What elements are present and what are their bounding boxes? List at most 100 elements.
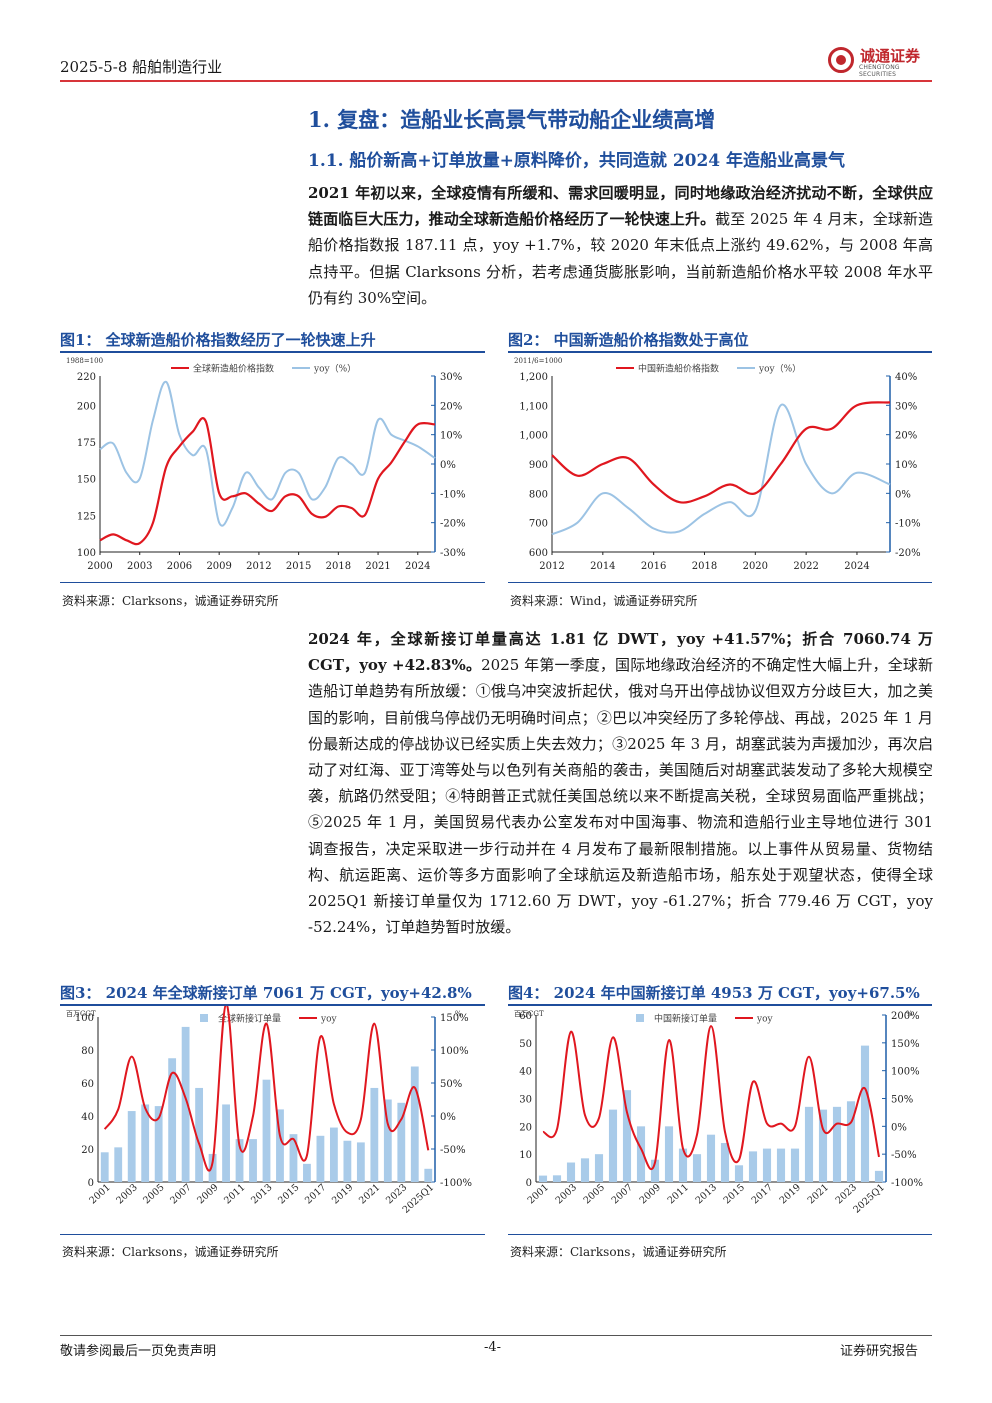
figure-4-top-rule <box>508 1004 932 1006</box>
y-left-tick-3: 900 <box>529 460 548 471</box>
bar-2022 <box>383 1099 392 1182</box>
bar-2003 <box>566 1162 576 1182</box>
y-left-tick-0: 0 <box>526 1178 532 1189</box>
y-right-tick-6: 200% <box>891 1011 920 1022</box>
bar-2010 <box>664 1126 674 1182</box>
bar-2017 <box>316 1135 325 1182</box>
bar-2009 <box>208 1153 217 1182</box>
bar-2008 <box>195 1087 204 1182</box>
y-left-tick-5: 100 <box>75 1013 94 1024</box>
footer-rule <box>60 1335 932 1336</box>
figure-2-chart: 2011/6=1000 中国新造船价格指数 yoy（%） 600 700 800 900 1,… <box>514 357 921 572</box>
x-tick-5: 2015 <box>286 561 311 572</box>
y-left-tick-6: 1,200 <box>519 372 548 383</box>
x-tick-5: 2011 <box>666 1182 691 1206</box>
bar-2015 <box>289 1134 298 1182</box>
x-tick-1: 2003 <box>554 1182 579 1206</box>
y-right-tick-5: 20% <box>440 401 462 412</box>
x-tick-10: 2021 <box>357 1182 382 1206</box>
right-unit-note: % <box>455 1010 462 1018</box>
x-tick-3: 2009 <box>206 561 231 572</box>
paragraph-1: 2021 年初以来，全球疫情有所缓和、需求回暖明显，同时地缘政治经济扰动不断，全… <box>308 180 933 311</box>
x-tick-0: 2000 <box>87 561 112 572</box>
y-left-tick-0: 600 <box>529 548 548 559</box>
x-tick-2: 2016 <box>641 561 666 572</box>
x-tick-6: 2024 <box>844 561 869 572</box>
right-unit-note: % <box>906 1010 913 1018</box>
x-tick-6: 2013 <box>694 1182 719 1206</box>
series-line-0 <box>551 401 891 504</box>
legend-label-0: 中国新接订单量 <box>654 1013 717 1025</box>
x-tick-4: 2009 <box>638 1182 663 1206</box>
y-left-tick-1: 125 <box>77 511 96 522</box>
figure-1-source: 资料来源：Clarksons，诚通证券研究所 <box>62 594 279 608</box>
y-left-tick-3: 60 <box>81 1079 94 1090</box>
bar-2012 <box>249 1139 257 1182</box>
x-tick-1: 2003 <box>127 561 152 572</box>
y-right-tick-0: -100% <box>440 1178 472 1189</box>
page-number: -4- <box>484 1340 502 1355</box>
x-tick-0: 2012 <box>539 561 564 572</box>
chart-unit-note: 2011/6=1000 <box>514 357 562 365</box>
y-right-tick-5: 150% <box>891 1039 920 1050</box>
figure-2-bottom-rule <box>508 582 932 583</box>
logo-text-cn: 诚通证券 <box>860 47 921 65</box>
yoy-line <box>103 1006 430 1172</box>
series-line-1 <box>99 380 436 527</box>
bar-2005 <box>594 1154 604 1182</box>
bar-2021 <box>818 1109 828 1182</box>
yoy-line <box>542 1025 880 1171</box>
y-right-tick-0: -100% <box>891 1178 923 1189</box>
y-left-tick-4: 40 <box>519 1067 532 1078</box>
bar-2025Q1 <box>424 1168 433 1182</box>
y-right-tick-2: 0% <box>440 1112 456 1123</box>
figure-4-title: 图4： 2024 年中国新接订单 4953 万 CGT，yoy+67.5% <box>508 984 920 1002</box>
y-right-tick-3: 10% <box>895 460 917 471</box>
y-right-tick-5: 30% <box>895 401 917 412</box>
bar-2005 <box>154 1106 163 1182</box>
bar-2014 <box>720 1143 730 1182</box>
bar-2019 <box>343 1140 352 1182</box>
subsection-heading: 1.1. 船价新高+订单放量+原料降价，共同造就 2024 年造船业高景气 <box>308 151 846 171</box>
y-right-tick-1: -20% <box>440 519 466 530</box>
bar-2020 <box>804 1106 814 1182</box>
bar-2001 <box>538 1175 548 1182</box>
bar-2022 <box>832 1106 842 1182</box>
logo-mark-icon <box>828 47 854 73</box>
bar-2016 <box>748 1151 758 1182</box>
y-left-tick-0: 0 <box>88 1178 94 1189</box>
x-tick-3: 2018 <box>692 561 717 572</box>
x-tick-8: 2017 <box>303 1182 328 1206</box>
bar-2001 <box>100 1152 109 1182</box>
bar-2004 <box>141 1104 150 1182</box>
figure-4-chart: 百万CGT % 中国新接订单量 yoy 0 10 20 30 40 50 60 -100% -50% 0%… <box>514 1010 923 1216</box>
bar-2009 <box>650 1159 660 1182</box>
legend-label-0: 中国新造船价格指数 <box>638 363 719 375</box>
y-right-tick-1: -50% <box>891 1150 917 1161</box>
y-right-tick-6: 30% <box>440 372 462 383</box>
bar-2010 <box>222 1104 230 1182</box>
y-left-tick-5: 220 <box>77 372 96 383</box>
y-right-tick-3: 50% <box>440 1079 462 1090</box>
y-right-tick-2: -10% <box>440 489 466 500</box>
x-tick-5: 2011 <box>222 1182 247 1206</box>
figure-2-top-rule <box>508 351 932 353</box>
logo-text-en: CHENGTONG SECURITIES <box>859 64 900 78</box>
bar-2023 <box>397 1102 406 1182</box>
y-left-tick-1: 10 <box>519 1150 532 1161</box>
x-tick-1: 2014 <box>590 561 615 572</box>
paragraph-2-text: 2025 年第一季度，国际地缘政治经济的不确定性大幅上升，全球新造船订单趋势有所… <box>308 656 933 937</box>
y-right-tick-2: 0% <box>891 1122 907 1133</box>
x-tick-2: 2005 <box>141 1182 166 1206</box>
x-tick-4: 2009 <box>195 1182 220 1206</box>
legend-label-0: 全球新造船价格指数 <box>193 363 274 375</box>
figure-2-source: 资料来源：Wind，诚通证券研究所 <box>510 594 698 608</box>
bar-2013 <box>262 1079 271 1182</box>
bar-2018 <box>776 1148 786 1182</box>
y-left-tick-4: 1,000 <box>519 431 548 442</box>
y-left-tick-0: 100 <box>77 548 96 559</box>
chart-unit-note: 百万CGT <box>66 1010 96 1018</box>
paragraph-1-bold: 2021 年初以来，全球疫情有所缓和、需求回暖明显，同时地缘政治经济扰动不断，全… <box>308 184 933 229</box>
x-tick-7: 2015 <box>276 1182 301 1206</box>
paragraph-2-bold: 2024 年，全球新接订单量高达 1.81 亿 DWT，yoy +41.57%；… <box>308 630 933 675</box>
